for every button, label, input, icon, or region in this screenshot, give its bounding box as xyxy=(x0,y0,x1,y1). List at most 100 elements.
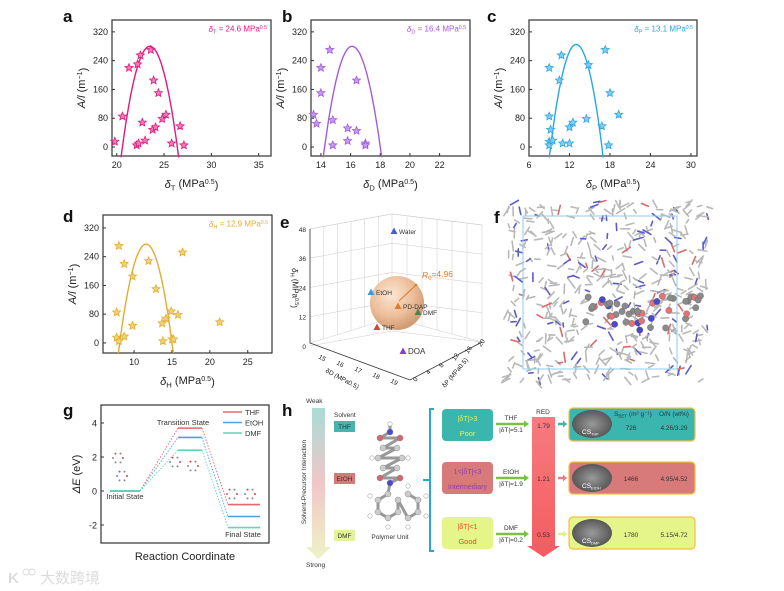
molecule-stick xyxy=(563,339,575,343)
y-tick-label: -2 xyxy=(89,520,97,530)
molecule-stick xyxy=(600,214,604,222)
atom xyxy=(367,493,373,499)
y-tick-label: 0 xyxy=(92,486,97,496)
polymer-atom xyxy=(665,307,673,314)
molecule-stick xyxy=(621,269,628,280)
molecule-stick xyxy=(641,377,651,384)
molecule-stick xyxy=(550,237,554,244)
energy-path-etoh xyxy=(201,437,229,517)
atom xyxy=(386,479,394,487)
molecule-stick xyxy=(653,308,662,318)
molecule-stick xyxy=(562,233,567,239)
molecule-stick xyxy=(642,229,652,236)
molecule-stick xyxy=(548,220,555,230)
molecule-stick xyxy=(563,351,567,364)
molecule-stick xyxy=(640,202,650,208)
molecule-stick xyxy=(553,371,563,375)
molecule-stick xyxy=(644,335,649,342)
data-point-star xyxy=(140,135,151,145)
molecule-stick xyxy=(649,345,657,355)
molecule-stick xyxy=(564,377,571,383)
molecule-stick xyxy=(618,351,630,357)
data-point-star xyxy=(132,59,143,69)
data-point-star xyxy=(564,121,575,132)
fit-curve xyxy=(322,45,383,158)
molecule-stick xyxy=(668,260,675,268)
molecule-stick xyxy=(696,333,704,337)
molecule-stick xyxy=(586,274,594,278)
solvent-arrow-thf: THF |δT|=5.1 xyxy=(496,415,529,434)
y-tick-label: 320 xyxy=(292,27,307,37)
molecule-stick xyxy=(514,275,524,284)
molecule-stick xyxy=(589,203,599,209)
molecule-stick xyxy=(601,280,610,288)
polymer-atom xyxy=(582,318,590,325)
molecule-stick xyxy=(519,377,525,384)
polymer-atom xyxy=(697,292,704,300)
polymer-atom xyxy=(589,303,597,310)
red-value-dmf: 0.53 xyxy=(537,532,550,539)
molecule-stick xyxy=(608,280,613,286)
molecule-stick xyxy=(525,258,532,263)
state-label-transition: Transition State xyxy=(157,418,209,427)
molecule-stick xyxy=(704,239,709,249)
z-tick-label: 48 xyxy=(299,227,307,234)
atom xyxy=(386,428,394,436)
molecule-stick xyxy=(633,347,638,356)
x-tick-label: 16 xyxy=(335,360,345,370)
data-point-star xyxy=(173,309,183,320)
panel-label-b: b xyxy=(282,7,292,26)
molecule-stick xyxy=(524,207,529,214)
solvent-dmf: DMF xyxy=(337,533,351,540)
molecule-stick xyxy=(688,250,694,255)
y-axis-label: A/l (m−1) xyxy=(67,264,81,306)
molecule-stick xyxy=(547,291,556,300)
polymer-atom xyxy=(584,293,592,301)
data-point-star xyxy=(308,109,319,119)
y-tick-label: 320 xyxy=(510,27,525,37)
molecule-stick xyxy=(694,259,703,264)
molecule-stick xyxy=(606,245,613,251)
molecule-stick xyxy=(626,202,635,208)
molecule-stick xyxy=(630,335,638,339)
red-arrow xyxy=(527,417,560,557)
molecule-stick xyxy=(685,364,692,375)
data-point-star xyxy=(166,138,177,148)
data-point-star xyxy=(117,111,128,121)
molecule-stick xyxy=(554,232,563,240)
molecule-stick xyxy=(533,237,544,241)
arrow-delta-etoh: |δT|=1.9 xyxy=(499,481,523,488)
atom xyxy=(374,508,382,516)
solvent-badge-thf xyxy=(334,421,355,432)
molecule-stick xyxy=(570,282,576,289)
data-point-star xyxy=(557,138,568,148)
molecule-atom xyxy=(228,497,231,500)
solvent-point-label: THF xyxy=(382,325,395,332)
molecule-stick xyxy=(510,300,517,307)
condition-box-poor xyxy=(442,409,493,441)
molecule-stick xyxy=(536,211,544,219)
bond xyxy=(396,499,410,519)
polymer-atom xyxy=(682,297,690,305)
molecule-stick xyxy=(671,318,678,323)
panel-c-chart: 0 80 160 240 320 6 12 18 24 30 δP = 13.1 MPa0.5 δP … xyxy=(493,19,698,192)
molecule-stick xyxy=(517,341,524,347)
data-point-star xyxy=(554,75,565,85)
data-point-star xyxy=(556,50,567,60)
atom xyxy=(405,483,411,489)
red-header: RED xyxy=(536,409,550,416)
y-axis-label: A/l (m−1) xyxy=(493,68,507,110)
y-tick-label: 160 xyxy=(93,84,108,94)
molecule-stick xyxy=(657,274,663,286)
molecule-stick xyxy=(703,236,708,245)
on-dmf: 5.15/4.72 xyxy=(660,532,687,539)
data-point-star xyxy=(324,44,335,55)
atom xyxy=(393,444,401,452)
molecule-stick xyxy=(539,286,547,291)
panel-label-h: h xyxy=(282,401,292,420)
y-axis-label: A/l (m−1) xyxy=(275,68,289,110)
molecule-stick xyxy=(647,298,654,304)
molecule-stick xyxy=(508,229,516,233)
y-tick-label: 0 xyxy=(520,142,525,152)
